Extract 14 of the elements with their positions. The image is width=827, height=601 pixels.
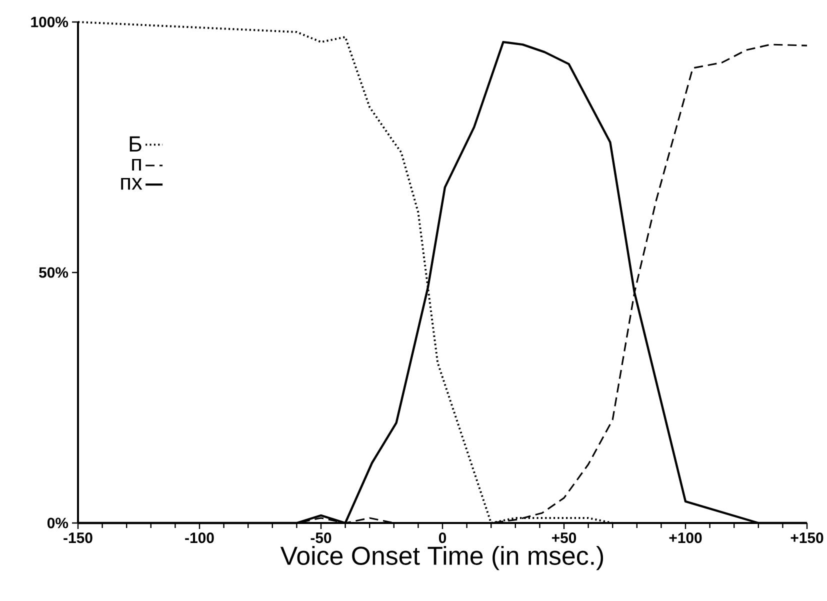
x-tick-label: -100 [185, 532, 214, 544]
y-tick-label: 50% [39, 267, 68, 278]
legend-label: Б [130, 136, 142, 152]
x-tick-label: -50 [310, 532, 332, 544]
x-tick-label: -150 [64, 532, 92, 544]
y-tick-label: 0% [47, 518, 68, 528]
x-tick-label: +50 [552, 532, 576, 544]
x-tick-label: 0 [438, 532, 446, 544]
legend-label: пх [121, 178, 142, 190]
x-axis-title: Voice Onset Time (in msec.) [280, 546, 604, 570]
legend-label: п [132, 158, 141, 171]
x-tick-label: +150 [790, 532, 824, 544]
x-tick-label: +100 [669, 532, 702, 544]
y-tick-label: 100% [31, 16, 68, 28]
